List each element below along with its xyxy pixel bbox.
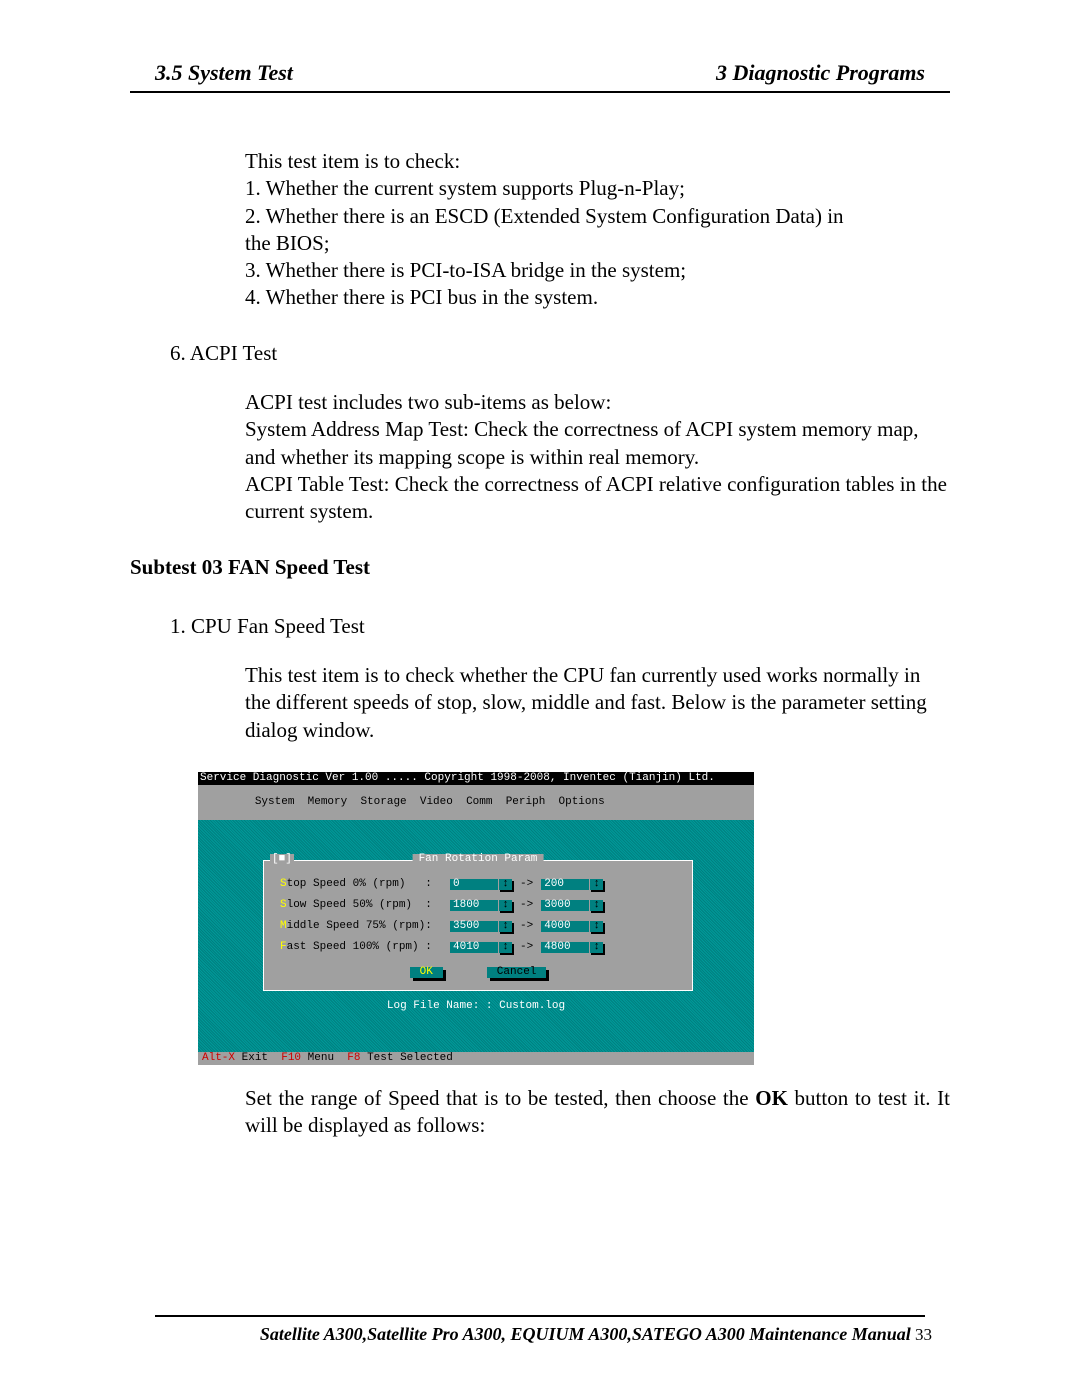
- fan-to-input[interactable]: 4000: [541, 921, 589, 932]
- range-arrow: ->: [520, 921, 533, 932]
- post-text-ok: OK: [755, 1086, 788, 1110]
- post-dialog-text: Set the range of Speed that is to be tes…: [245, 1085, 950, 1140]
- acpi-line1: ACPI test includes two sub-items as belo…: [245, 389, 950, 416]
- fan-from-input[interactable]: 0: [450, 879, 498, 890]
- dialog-close-icon[interactable]: [■]: [270, 854, 294, 865]
- fan-param-row: Slow Speed 50% (rpm) :1800 ↕ -> 3000 ↕: [280, 900, 676, 911]
- fan-from-input[interactable]: 3500: [450, 921, 498, 932]
- hotkey-f10: F10: [281, 1052, 301, 1064]
- subtest-title: Subtest 03 FAN Speed Test: [130, 554, 950, 581]
- check-item-4: 4. Whether there is PCI bus in the syste…: [245, 284, 950, 311]
- menu-memory[interactable]: Memory: [308, 796, 348, 808]
- status-test: Test Selected: [360, 1052, 452, 1064]
- cpu-fan-para: This test item is to check whether the C…: [245, 662, 950, 744]
- menu-options[interactable]: Options: [559, 796, 605, 808]
- fan-to-input[interactable]: 200: [541, 879, 589, 890]
- ok-button[interactable]: OK: [410, 967, 443, 978]
- status-menu: Menu: [301, 1052, 347, 1064]
- footer-page: 33: [911, 1325, 932, 1344]
- cpu-fan-heading: 1. CPU Fan Speed Test: [170, 613, 950, 640]
- spinner-icon[interactable]: ↕: [589, 942, 603, 953]
- acpi-line2: System Address Map Test: Check the corre…: [245, 416, 950, 471]
- spinner-icon[interactable]: ↕: [498, 921, 512, 932]
- spinner-icon[interactable]: ↕: [589, 879, 603, 890]
- menu-storage[interactable]: Storage: [360, 796, 406, 808]
- check-item-3: 3. Whether there is PCI-to-ISA bridge in…: [245, 257, 950, 284]
- header-right: 3 Diagnostic Programs: [716, 60, 925, 86]
- fan-param-label: Stop Speed 0% (rpm) :: [280, 879, 450, 890]
- check-item-2b: the BIOS;: [245, 230, 950, 257]
- acpi-body: ACPI test includes two sub-items as belo…: [245, 389, 950, 525]
- menu-system[interactable]: System: [255, 796, 295, 808]
- fan-to-input[interactable]: 3000: [541, 900, 589, 911]
- dialog-button-row: OK Cancel: [280, 967, 676, 978]
- footer-title: Satellite A300,Satellite Pro A300, EQUIU…: [260, 1324, 911, 1344]
- spinner-icon[interactable]: ↕: [498, 942, 512, 953]
- dos-statusbar: Alt-X Exit F10 Menu F8 Test Selected: [198, 1052, 754, 1065]
- header-left: 3.5 System Test: [155, 60, 293, 86]
- dos-desktop: [■] Fan Rotation Param Stop Speed 0% (rp…: [198, 820, 754, 1052]
- acpi-heading: 6. ACPI Test: [170, 340, 950, 367]
- hotkey-letter: S: [280, 899, 287, 911]
- fan-param-row: Fast Speed 100% (rpm) :4010 ↕ -> 4800 ↕: [280, 942, 676, 953]
- check-intro-block: This test item is to check: 1. Whether t…: [245, 148, 950, 312]
- dos-title: Service Diagnostic Ver 1.00 ..... Copyri…: [198, 772, 754, 785]
- acpi-line3: ACPI Table Test: Check the correctness o…: [245, 471, 950, 526]
- fan-from-input[interactable]: 1800: [450, 900, 498, 911]
- hotkey-f8: F8: [347, 1052, 360, 1064]
- dialog-title: Fan Rotation Param: [413, 854, 544, 865]
- hotkey-altx: Alt-X: [202, 1052, 235, 1064]
- log-file-line: Log File Name: : Custom.log: [263, 1001, 689, 1012]
- hotkey-letter: S: [280, 878, 287, 890]
- fan-param-row: Middle Speed 75% (rpm):3500 ↕ -> 4000 ↕: [280, 921, 676, 932]
- fan-param-row: Stop Speed 0% (rpm) :0 ↕ -> 200 ↕: [280, 879, 676, 890]
- post-text-pre: Set the range of Speed that is to be tes…: [245, 1086, 755, 1110]
- spinner-icon[interactable]: ↕: [589, 921, 603, 932]
- hotkey-letter: F: [280, 941, 287, 953]
- spinner-icon[interactable]: ↕: [498, 879, 512, 890]
- range-arrow: ->: [520, 900, 533, 911]
- fan-param-label: Middle Speed 75% (rpm):: [280, 921, 450, 932]
- hotkey-letter: M: [280, 920, 287, 932]
- check-item-2a: 2. Whether there is an ESCD (Extended Sy…: [245, 203, 950, 230]
- check-item-1: 1. Whether the current system supports P…: [245, 175, 950, 202]
- range-arrow: ->: [520, 879, 533, 890]
- dos-menubar: System Memory Storage Video Comm Periph …: [198, 785, 754, 820]
- fan-param-label: Slow Speed 50% (rpm) :: [280, 900, 450, 911]
- dos-screenshot: Service Diagnostic Ver 1.00 ..... Copyri…: [198, 772, 754, 1065]
- fan-to-input[interactable]: 4800: [541, 942, 589, 953]
- check-intro: This test item is to check:: [245, 148, 950, 175]
- menu-comm[interactable]: Comm: [466, 796, 492, 808]
- spinner-icon[interactable]: ↕: [498, 900, 512, 911]
- fan-rotation-dialog: [■] Fan Rotation Param Stop Speed 0% (rp…: [263, 860, 693, 991]
- cancel-button[interactable]: Cancel: [487, 967, 547, 978]
- menu-video[interactable]: Video: [420, 796, 453, 808]
- fan-param-label: Fast Speed 100% (rpm) :: [280, 942, 450, 953]
- status-exit: Exit: [235, 1052, 281, 1064]
- fan-from-input[interactable]: 4010: [450, 942, 498, 953]
- footer: Satellite A300,Satellite Pro A300, EQUIU…: [130, 1324, 950, 1345]
- page-header: 3.5 System Test 3 Diagnostic Programs: [130, 60, 950, 93]
- spinner-icon[interactable]: ↕: [589, 900, 603, 911]
- menu-periph[interactable]: Periph: [506, 796, 546, 808]
- range-arrow: ->: [520, 942, 533, 953]
- footer-rule: [155, 1315, 925, 1317]
